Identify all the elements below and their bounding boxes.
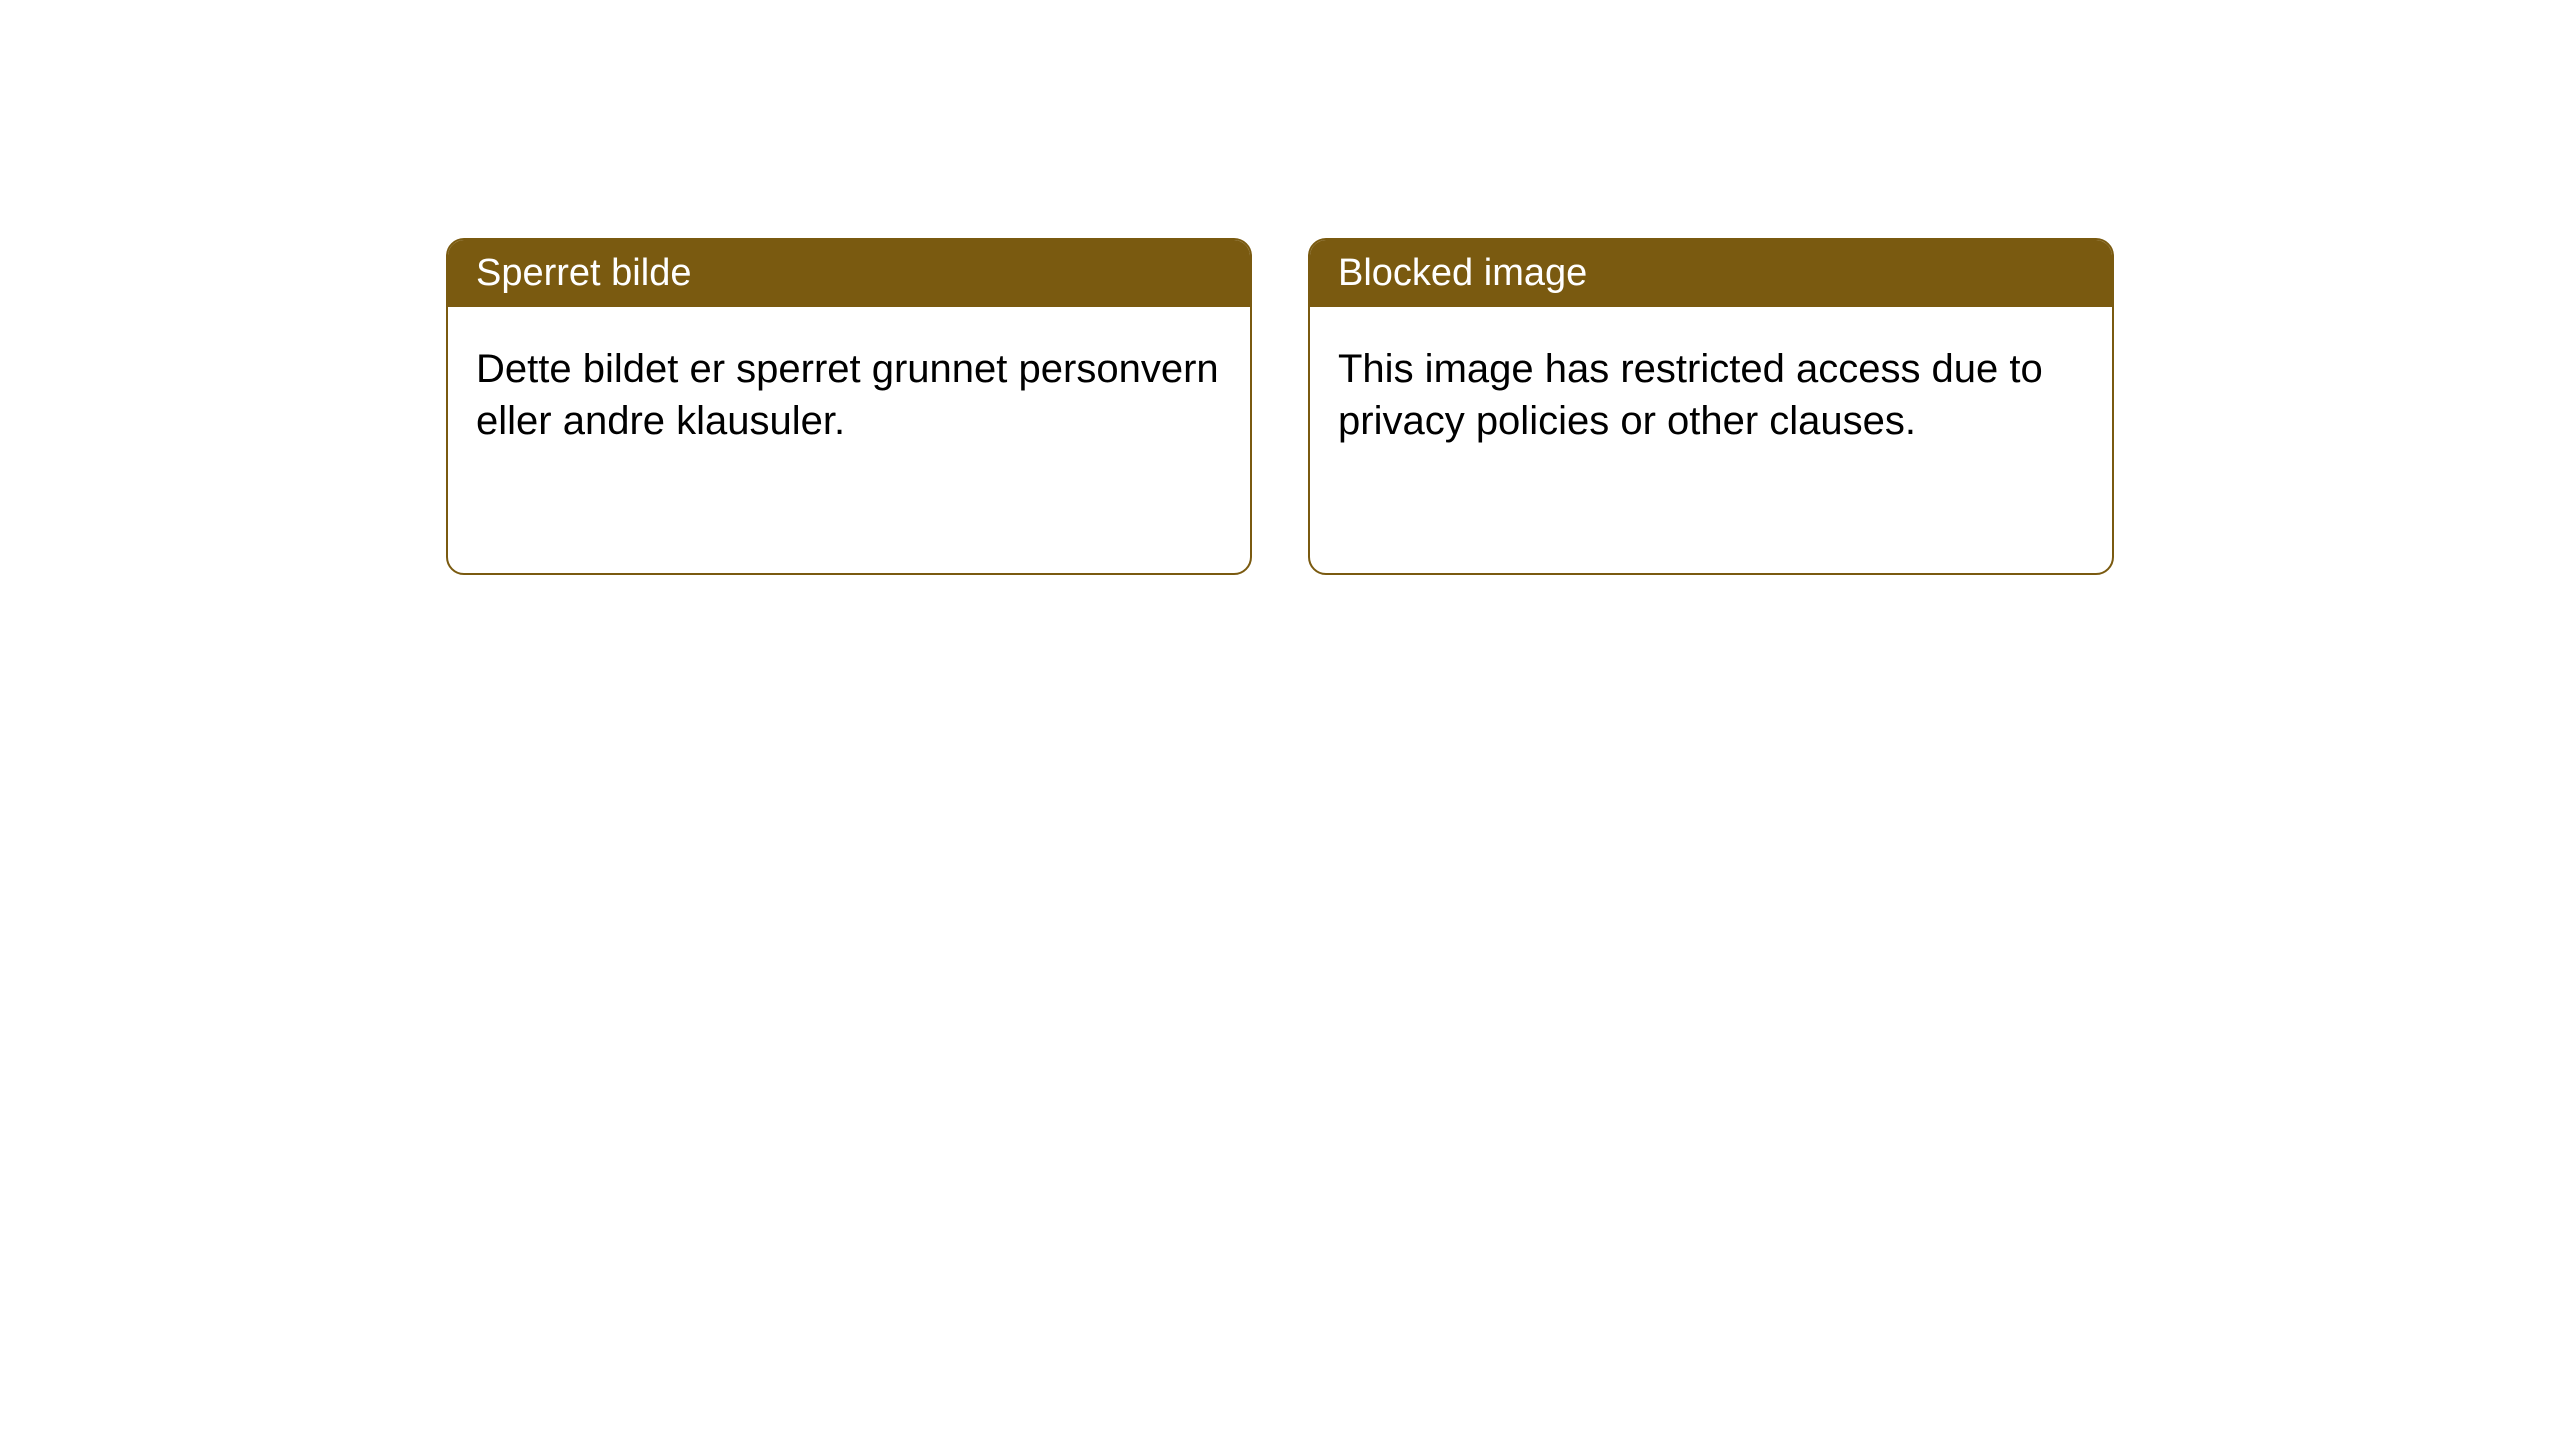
notice-title: Sperret bilde: [448, 240, 1250, 307]
notice-card-norwegian: Sperret bilde Dette bildet er sperret gr…: [446, 238, 1252, 575]
notice-title: Blocked image: [1310, 240, 2112, 307]
notice-body: Dette bildet er sperret grunnet personve…: [448, 307, 1250, 483]
notice-container: Sperret bilde Dette bildet er sperret gr…: [0, 0, 2560, 575]
notice-card-english: Blocked image This image has restricted …: [1308, 238, 2114, 575]
notice-body: This image has restricted access due to …: [1310, 307, 2112, 483]
